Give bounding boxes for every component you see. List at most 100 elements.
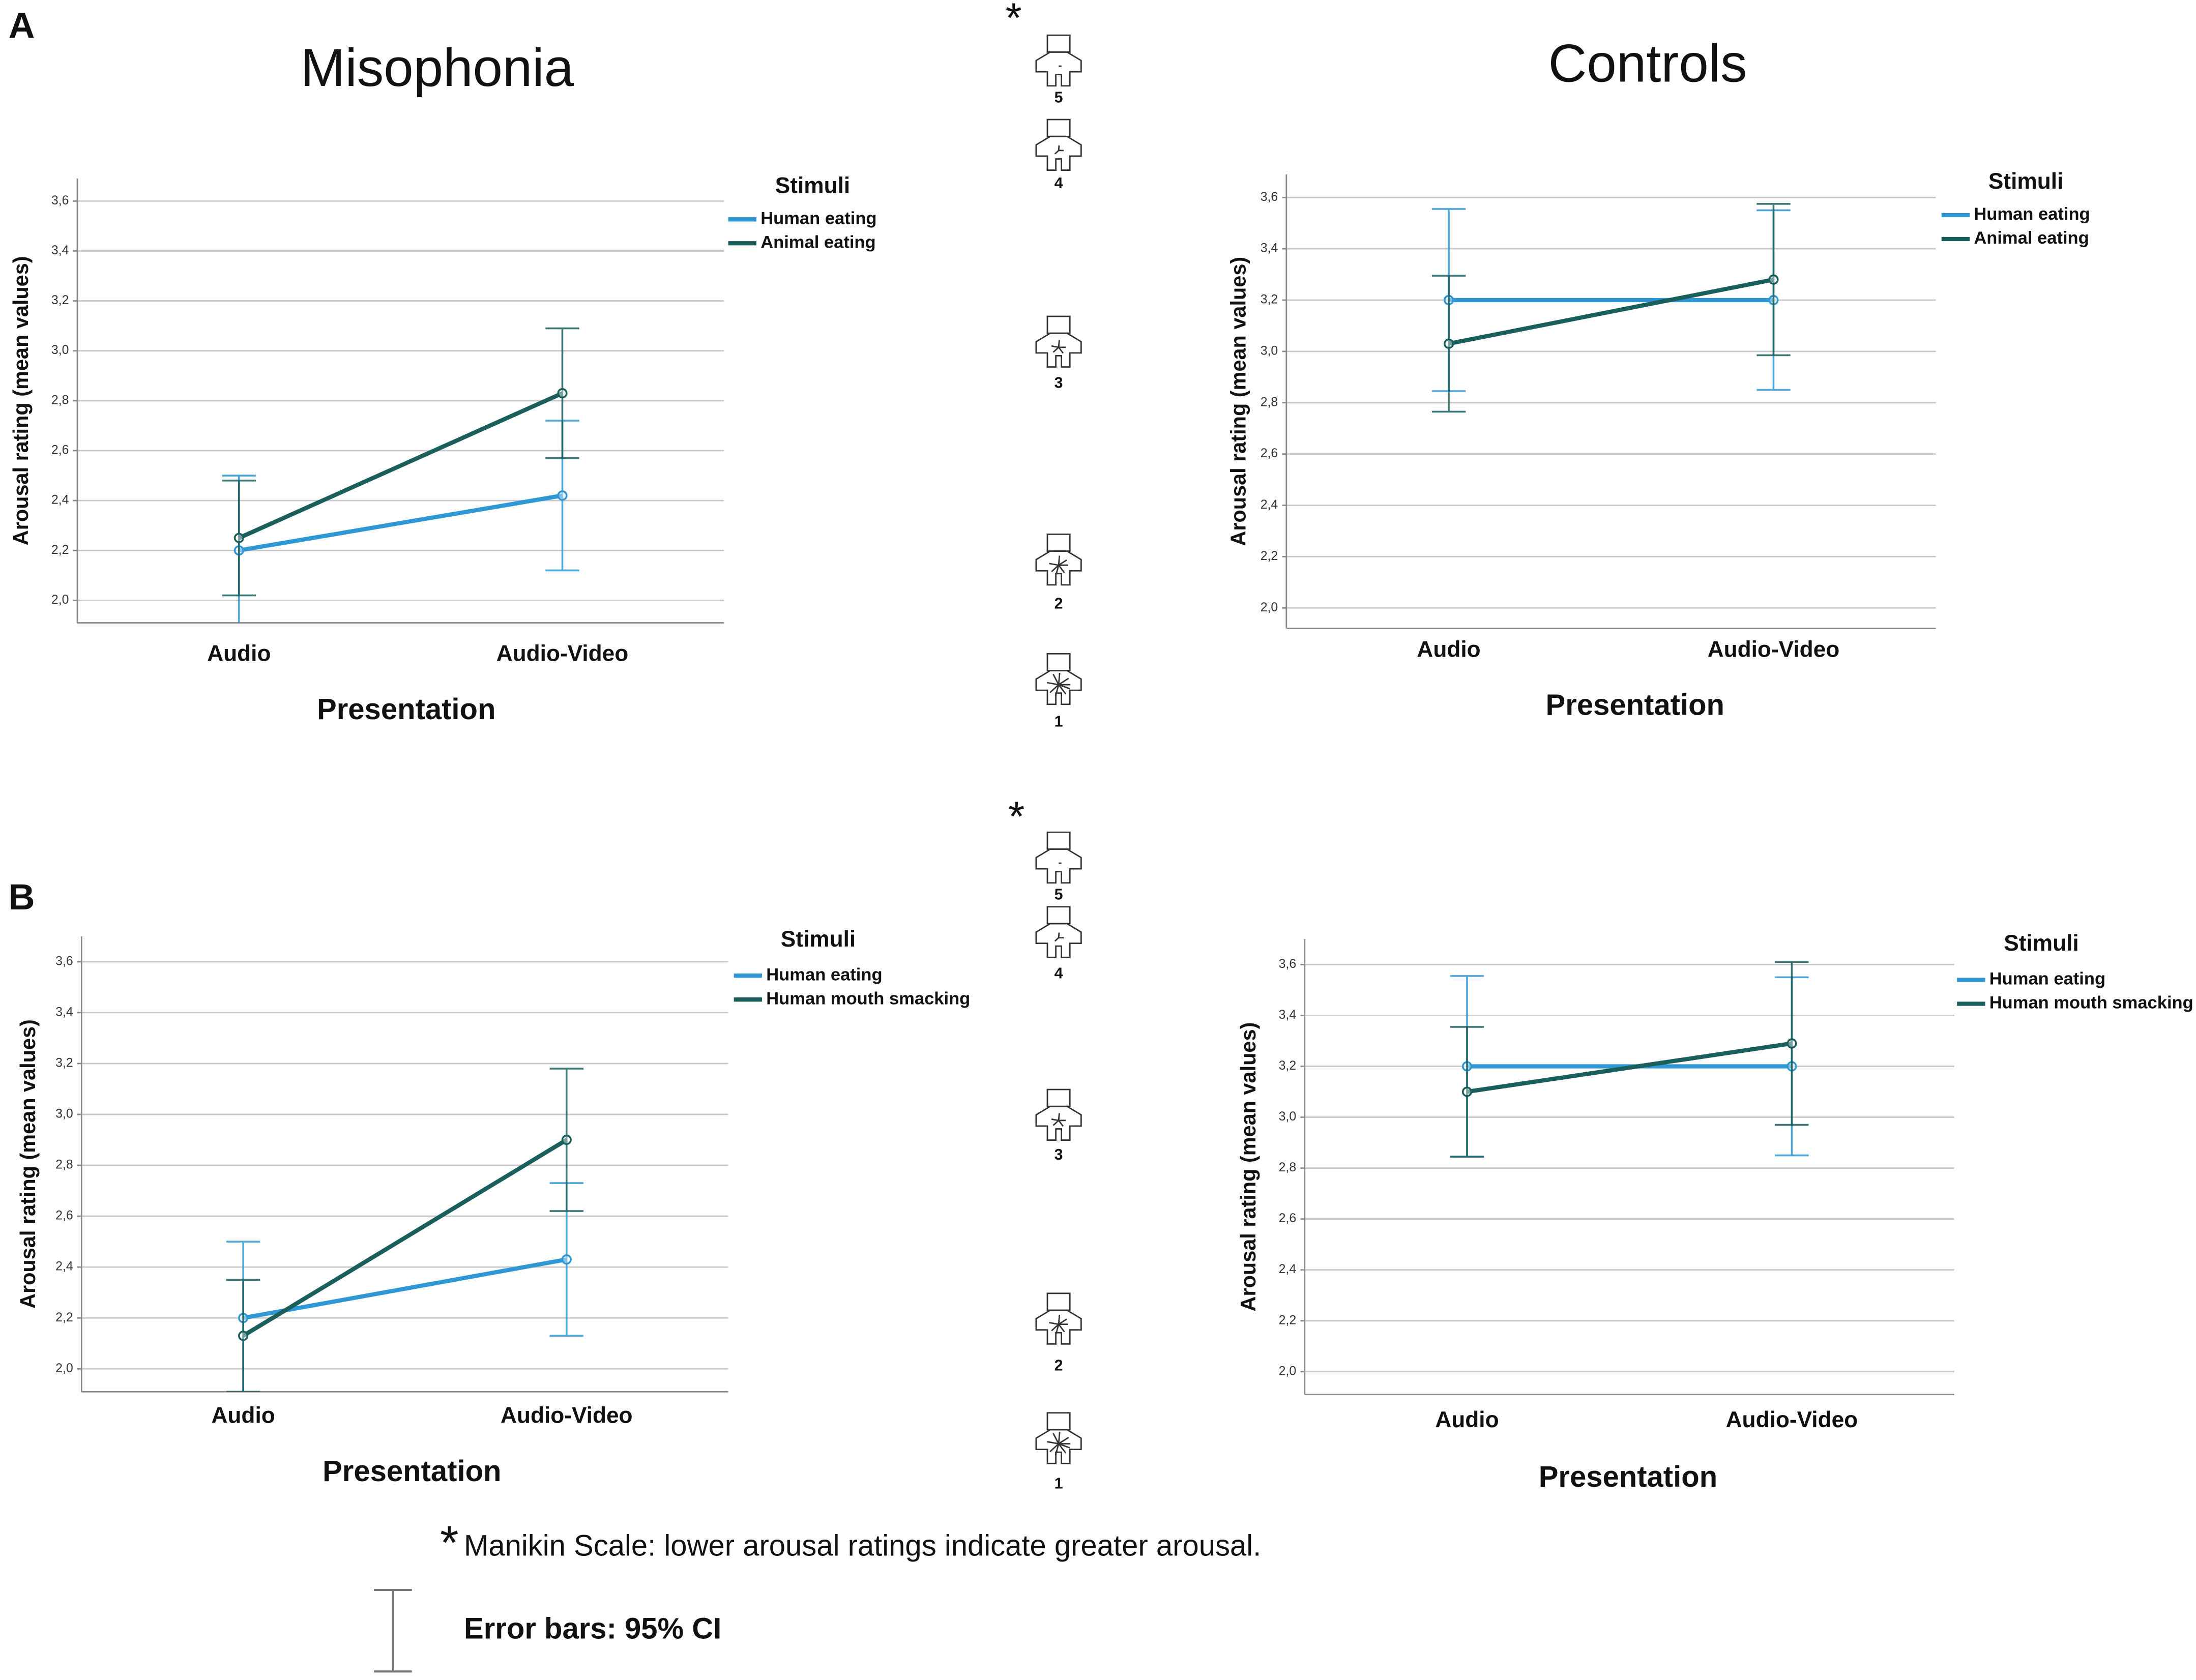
y-tick-label: 2,2 <box>51 543 69 557</box>
manikin-burst <box>1058 684 1067 695</box>
manikin-burst <box>1049 684 1060 693</box>
manikin-icon <box>1035 653 1082 705</box>
x-tick-label: Audio <box>1417 637 1480 662</box>
y-tick-label: 3,0 <box>55 1107 73 1121</box>
point <box>557 388 568 399</box>
point <box>1461 1086 1473 1097</box>
y-axis-title: Arousal rating (mean values) <box>1226 257 1250 546</box>
y-tick-label: 3,0 <box>1261 343 1278 358</box>
plot <box>226 1068 583 1392</box>
manikin-burst <box>1058 346 1064 354</box>
y-tick-label: 2,0 <box>55 1361 73 1375</box>
manikin-burst <box>1058 1443 1070 1449</box>
y-tick-label: 3,0 <box>51 343 69 357</box>
x-tick-label: Audio-Video <box>1726 1407 1858 1432</box>
point <box>238 1331 249 1341</box>
x-axis-title: Presentation <box>1539 1460 1717 1493</box>
y-tick-label: 2,8 <box>1279 1160 1297 1174</box>
manikin-burst <box>1054 150 1060 155</box>
y-tick-label: 2,8 <box>51 393 69 407</box>
legend-title: Stimuli <box>781 927 856 952</box>
column-title: Misophonia <box>301 38 574 98</box>
manikin-level: 4 <box>1055 964 1063 982</box>
legend-label: Human eating <box>1974 204 2090 224</box>
manikin-level: 5 <box>1055 886 1063 903</box>
manikin-burst <box>1051 565 1060 572</box>
manikin-head <box>1046 315 1071 334</box>
manikin-burst <box>1055 565 1060 575</box>
panel-label: A <box>9 5 35 46</box>
manikin-level: 1 <box>1055 713 1063 730</box>
manikin-level: 2 <box>1055 595 1063 612</box>
plot <box>1431 203 1791 413</box>
manikin-icon <box>1035 315 1082 368</box>
manikin-level: 2 <box>1055 1357 1063 1374</box>
manikin-burst <box>1058 1314 1061 1324</box>
y-tick-label: 2,4 <box>1279 1262 1297 1276</box>
x-tick-label: Audio <box>1435 1407 1499 1432</box>
x-axis-title: Presentation <box>323 1455 501 1488</box>
x-tick-label: Audio <box>211 1403 275 1428</box>
manikin-icon <box>1035 906 1082 958</box>
manikin-level: 5 <box>1055 89 1063 106</box>
manikin-body <box>1035 550 1082 586</box>
manikin-burst <box>1049 1321 1059 1325</box>
error-bar <box>1756 203 1791 357</box>
manikin-head <box>1046 34 1071 53</box>
manikin-burst <box>1052 346 1060 353</box>
manikin-marker: * <box>1006 0 1022 42</box>
y-tick-label: 3,2 <box>1261 292 1278 307</box>
manikin-burst <box>1058 672 1061 685</box>
manikin-burst <box>1058 684 1070 690</box>
series-line <box>239 493 563 553</box>
x-tick-label: Audio <box>207 641 271 666</box>
point <box>557 490 568 501</box>
manikin-level: 3 <box>1055 374 1063 392</box>
series-line <box>1448 277 1774 346</box>
y-axis-title: Arousal rating (mean values) <box>1236 1022 1260 1312</box>
manikin-body <box>1035 135 1082 171</box>
manikin-burst <box>1058 1443 1067 1454</box>
manikin-body <box>1035 670 1082 705</box>
manikin-body <box>1035 923 1082 958</box>
manikin-body <box>1035 848 1082 884</box>
y-tick-label: 2,8 <box>1261 395 1278 409</box>
manikin-burst <box>1052 1433 1060 1445</box>
manikin-icon <box>1035 119 1082 171</box>
manikin-burst <box>1052 1119 1060 1126</box>
y-tick-label: 3,6 <box>1261 190 1278 204</box>
manikin-burst <box>1055 1443 1060 1456</box>
y-tick-label: 3,0 <box>1279 1109 1297 1124</box>
y-tick-label: 2,6 <box>1279 1211 1297 1225</box>
error-bar-note: Error bars: 95% CI <box>464 1612 721 1645</box>
legend-label: Human eating <box>1989 969 2105 989</box>
legend-label: Human mouth smacking <box>1989 993 2193 1013</box>
series-line <box>242 1138 568 1338</box>
y-tick-label: 3,4 <box>1279 1008 1297 1022</box>
point <box>1787 1038 1797 1049</box>
x-axis-title: Presentation <box>1546 689 1724 722</box>
legend-title: Stimuli <box>775 173 850 198</box>
manikin-head <box>1046 533 1071 552</box>
manikin-head <box>1046 1292 1071 1311</box>
manikin-burst <box>1054 937 1060 942</box>
footnote-text: Manikin Scale: lower arousal ratings ind… <box>464 1529 1261 1562</box>
manikin-head <box>1046 1088 1071 1107</box>
manikin-level: 4 <box>1055 174 1063 192</box>
y-tick-label: 3,2 <box>1279 1058 1297 1073</box>
manikin-head <box>1046 1412 1071 1431</box>
y-tick-label: 2,6 <box>1261 446 1278 460</box>
point <box>233 533 244 543</box>
legend-label: Human mouth smacking <box>766 989 970 1008</box>
manikin-burst <box>1049 1443 1060 1453</box>
y-tick-label: 2,4 <box>1261 497 1278 512</box>
manikin-burst <box>1058 1323 1065 1333</box>
manikin-burst <box>1058 1436 1069 1445</box>
manikin-burst <box>1058 677 1069 686</box>
manikin-body <box>1035 332 1082 368</box>
manikin-burst <box>1055 1324 1060 1334</box>
manikin-burst <box>1047 1441 1059 1445</box>
series-line <box>1467 1041 1793 1094</box>
point <box>561 1254 572 1265</box>
